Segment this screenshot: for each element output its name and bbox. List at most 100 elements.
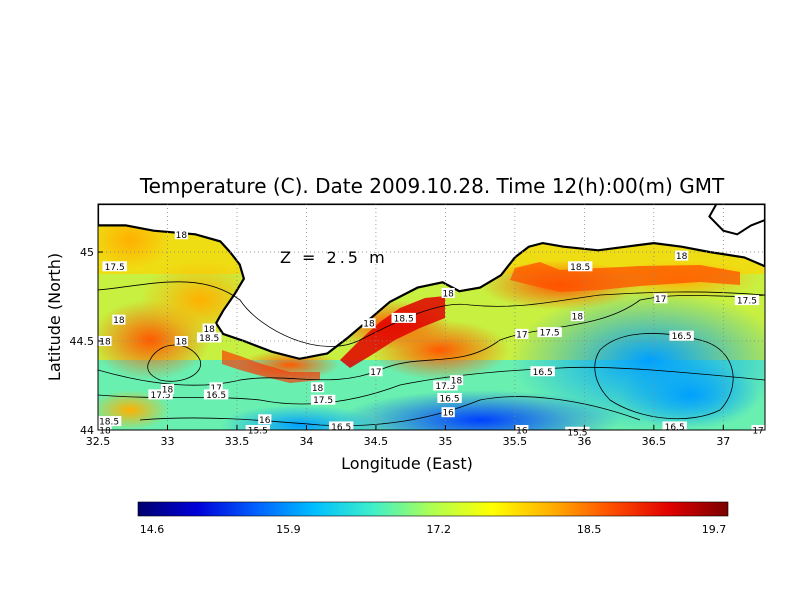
x-tick-label: 34 — [299, 435, 313, 448]
x-tick-label: 33 — [160, 435, 174, 448]
svg-text:16.5: 16.5 — [672, 332, 692, 342]
svg-text:15.5: 15.5 — [567, 428, 587, 438]
contour-label: 18 — [310, 382, 325, 394]
x-tick-label: 36 — [577, 435, 591, 448]
contour-label: 18 — [570, 311, 585, 323]
svg-text:16.5: 16.5 — [440, 394, 460, 404]
contour-label: 18.5 — [196, 332, 222, 344]
svg-text:18.5: 18.5 — [199, 334, 219, 344]
svg-text:18: 18 — [312, 384, 324, 394]
contour-label: 17 — [751, 425, 765, 437]
x-tick-label: 35 — [438, 435, 452, 448]
colorbar-tick-label: 15.9 — [276, 523, 301, 536]
colorbar-tick-label: 19.7 — [702, 523, 727, 536]
colorbar-tick-label: 18.5 — [577, 523, 602, 536]
svg-text:16: 16 — [259, 416, 271, 426]
land-mask — [98, 204, 765, 360]
contour-label: 17.5 — [310, 394, 336, 406]
svg-text:18: 18 — [676, 252, 688, 262]
svg-text:17.5: 17.5 — [151, 391, 171, 401]
svg-text:15.5: 15.5 — [248, 427, 268, 437]
x-axis: 32.5 33 33.5 34 34.5 35 35.5 36 36.5 37 — [86, 425, 730, 448]
contour-label: 17 — [515, 328, 529, 340]
contour-label: 16.5 — [203, 389, 229, 401]
contour-label: 18 — [441, 287, 455, 299]
x-tick-label: 32.5 — [86, 435, 111, 448]
svg-text:18: 18 — [99, 427, 111, 437]
y-axis: 44 44.5 45 — [70, 246, 103, 437]
svg-text:16: 16 — [442, 409, 454, 419]
svg-text:18: 18 — [442, 289, 454, 299]
svg-text:17.5: 17.5 — [737, 297, 757, 307]
contour-label: 15.5 — [565, 426, 590, 438]
svg-text:18: 18 — [363, 320, 375, 330]
svg-text:18: 18 — [113, 316, 125, 326]
svg-text:17: 17 — [516, 330, 527, 340]
svg-text:18: 18 — [176, 231, 188, 241]
contour-label: 16.5 — [328, 421, 354, 433]
svg-text:18: 18 — [572, 313, 584, 323]
svg-text:16.5: 16.5 — [533, 368, 553, 378]
svg-text:18.5: 18.5 — [570, 263, 590, 273]
contour-label: 16.5 — [669, 330, 694, 342]
contour-label: 18 — [112, 314, 126, 326]
colorbar — [137, 501, 729, 517]
svg-text:18: 18 — [176, 338, 188, 348]
y-tick-label: 44 — [80, 424, 94, 437]
secondary-coastline — [708, 204, 765, 236]
x-tick-label: 34.5 — [364, 435, 389, 448]
contour-label: 18.5 — [391, 312, 416, 324]
svg-text:17.5: 17.5 — [105, 263, 125, 273]
svg-text:18: 18 — [99, 338, 111, 348]
contour-label: 18 — [174, 336, 188, 348]
depth-annotation: Z = 2.5 m — [280, 248, 388, 267]
svg-text:17: 17 — [655, 295, 666, 305]
x-tick-label: 36.5 — [642, 435, 667, 448]
svg-text:16.5: 16.5 — [665, 423, 685, 433]
y-axis-label: Latitude (North) — [45, 253, 64, 381]
contour-label: 17 — [209, 382, 223, 394]
svg-text:17: 17 — [752, 427, 763, 437]
svg-text:18: 18 — [451, 377, 463, 387]
grid-lines — [98, 204, 765, 430]
plot-frame — [97, 203, 766, 431]
x-axis-label: Longitude (East) — [341, 454, 473, 473]
svg-text:18.5: 18.5 — [394, 314, 414, 324]
svg-text:17: 17 — [370, 368, 381, 378]
contour-label: 15.5 — [245, 425, 271, 437]
colorbar-ticks: 14.6 15.9 17.2 18.5 19.7 — [140, 523, 727, 536]
contour-label: 16.5 — [530, 366, 555, 378]
contour-label: 18 — [202, 323, 216, 335]
svg-text:18: 18 — [203, 325, 215, 335]
contour-label: 18 — [174, 229, 188, 241]
contour-label: 18 — [675, 250, 689, 262]
contour-label: 17.5 — [433, 380, 458, 392]
svg-text:17: 17 — [210, 384, 221, 394]
svg-text:16.5: 16.5 — [206, 391, 226, 401]
svg-text:17.5: 17.5 — [435, 382, 455, 392]
contour-label: 18.5 — [567, 261, 593, 273]
contour-label: 16.5 — [662, 421, 687, 433]
svg-text:18.5: 18.5 — [99, 418, 119, 428]
svg-text:16.5: 16.5 — [331, 423, 351, 433]
contour-label: 18 — [449, 375, 464, 387]
colorbar-tick-label: 14.6 — [140, 523, 165, 536]
contour-label: 17 — [654, 293, 668, 305]
contour-label: 18 — [98, 336, 112, 348]
chart-title: Temperature (C). Date 2009.10.28. Time 1… — [139, 174, 725, 198]
contour-label: 16.5 — [437, 392, 462, 404]
x-tick-label: 37 — [716, 435, 730, 448]
contour-label: 17.5 — [102, 261, 127, 273]
contour-label: 18 — [160, 384, 175, 396]
svg-text:16: 16 — [516, 427, 528, 437]
contour-label: 16 — [258, 414, 272, 426]
contour-label: 17 — [369, 366, 383, 378]
contour-label: 18 — [362, 318, 376, 330]
y-tick-label: 45 — [80, 246, 94, 259]
colorbar-tick-label: 17.2 — [427, 523, 452, 536]
svg-text:17.5: 17.5 — [313, 396, 333, 406]
svg-text:17.5: 17.5 — [540, 329, 560, 339]
svg-text:18: 18 — [162, 386, 174, 396]
x-tick-label: 33.5 — [225, 435, 250, 448]
